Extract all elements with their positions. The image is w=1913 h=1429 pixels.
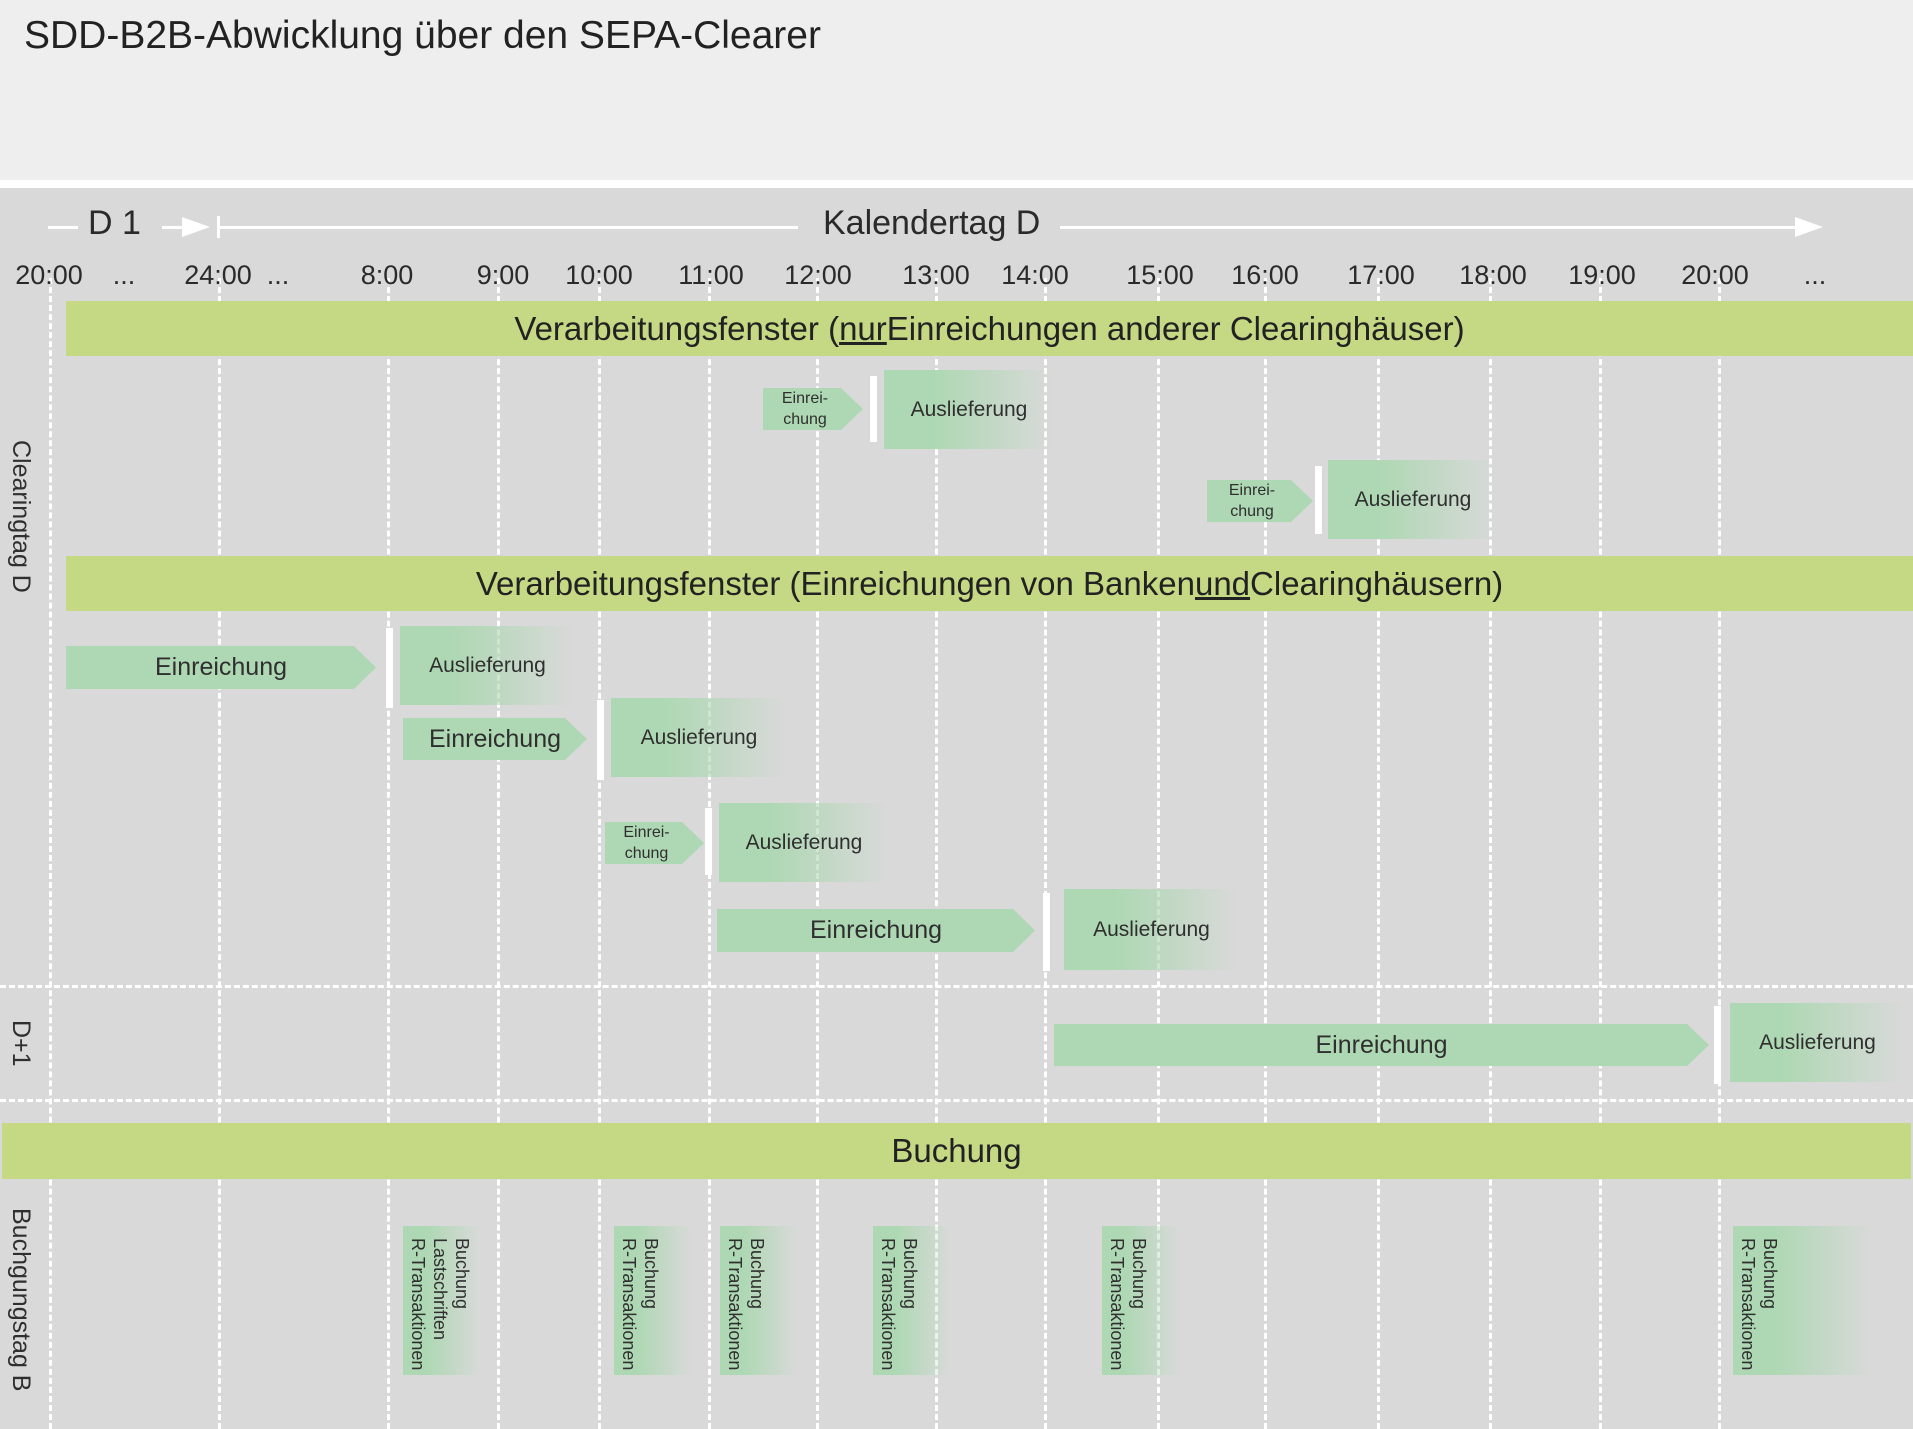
booking-day-label: Buchgungstag B: [7, 1208, 35, 1392]
time-tick: 16:00: [1231, 260, 1299, 290]
gridline: [1718, 278, 1721, 1429]
submission-arrow: Einreichung: [717, 909, 1035, 952]
time-tick: 19:00: [1568, 260, 1636, 290]
time-tick: 11:00: [678, 260, 744, 290]
booking-block: Buchung R-Transaktionen: [1102, 1226, 1180, 1375]
gridline: [1599, 278, 1602, 1429]
submission-arrow: Einreichung: [1054, 1024, 1709, 1066]
booking-block: Buchung R-Transaktionen: [1733, 1226, 1873, 1375]
booking-block: Buchung R-Transaktionen: [873, 1226, 951, 1375]
time-tick: 15:00: [1126, 260, 1194, 290]
timeline-line: [48, 226, 78, 229]
gridline: [497, 278, 500, 1429]
gridline: [1489, 278, 1492, 1429]
timeline-arrowhead: [182, 217, 210, 237]
delivery-block: Auslieferung: [400, 626, 575, 705]
submission-arrow: Einreichung: [403, 718, 587, 760]
time-tick: ...: [266, 260, 290, 290]
timeline-panel: D 1 Kalendertag D 20:00 ... 24:00 ... 8:…: [0, 188, 1913, 1429]
time-tick: ...: [112, 260, 136, 290]
time-tick: 13:00: [902, 260, 970, 290]
row-separator: [0, 1099, 1913, 1102]
booking-band: Buchung: [2, 1123, 1911, 1179]
clearing-day-label: Clearingtag D: [7, 440, 35, 593]
time-tick: 20:00: [1681, 260, 1749, 290]
header: SDD-B2B-Abwicklung über den SEPA-Clearer: [0, 0, 1913, 180]
gridline: [598, 278, 601, 1429]
gridline: [218, 278, 221, 1429]
band-text: Clearinghäusern): [1250, 564, 1504, 602]
booking-text: Buchung R-Transaktionen: [1107, 1238, 1149, 1371]
gridline: [1377, 278, 1380, 1429]
next-day-label: D+1: [7, 1020, 35, 1067]
submission-arrow: Einrei- chung: [763, 388, 863, 430]
submission-arrow: Einrei- chung: [1207, 480, 1313, 522]
booking-text: Buchung Lastschriften R-Transaktionen: [408, 1238, 472, 1371]
time-tick: 14:00: [1001, 260, 1069, 290]
time-tick: 17:00: [1347, 260, 1415, 290]
time-tick: 24:00: [184, 260, 252, 290]
cutoff-marker: [597, 700, 604, 780]
time-tick: 10:00: [565, 260, 633, 290]
gridline: [387, 278, 390, 1429]
gridline: [935, 278, 938, 1429]
delivery-block: Auslieferung: [884, 370, 1054, 449]
booking-block: Buchung R-Transaktionen: [720, 1226, 798, 1375]
delivery-block: Auslieferung: [1730, 1003, 1905, 1082]
booking-text: Buchung R-Transaktionen: [1738, 1238, 1780, 1371]
processing-window-banks-and-clearing-houses: Verarbeitungsfenster (Einreichungen von …: [66, 556, 1913, 611]
time-tick: 8:00: [360, 260, 414, 290]
band-text: Verarbeitungsfenster (Einreichungen von …: [475, 564, 1195, 602]
booking-text: Buchung R-Transaktionen: [725, 1238, 767, 1371]
submission-arrow: Einreichung: [66, 646, 376, 689]
time-tick: 20:00: [15, 260, 83, 290]
cutoff-marker: [1714, 1006, 1721, 1084]
gridline: [1157, 278, 1160, 1429]
cutoff-marker: [870, 376, 877, 442]
page-title: SDD-B2B-Abwicklung über den SEPA-Clearer: [24, 14, 821, 57]
delivery-block: Auslieferung: [719, 803, 889, 882]
gridline: [49, 278, 52, 1429]
booking-text: Buchung R-Transaktionen: [619, 1238, 661, 1371]
band-text: Einreichungen anderer Clearinghäuser): [886, 309, 1465, 347]
timeline-line: [218, 226, 798, 229]
delivery-block: Auslieferung: [1328, 460, 1498, 539]
booking-text: Buchung R-Transaktionen: [878, 1238, 920, 1371]
processing-window-clearing-houses: Verarbeitungsfenster (nur Einreichungen …: [66, 301, 1913, 356]
cutoff-marker: [1043, 893, 1050, 971]
timeline-line: [1060, 226, 1795, 229]
timeline-line: [162, 226, 182, 229]
booking-block: Buchung R-Transaktionen: [614, 1226, 692, 1375]
cutoff-marker: [705, 808, 712, 875]
calendar-day-label: Kalendertag D: [823, 204, 1041, 242]
time-tick: 9:00: [476, 260, 530, 290]
booking-block: Buchung Lastschriften R-Transaktionen: [403, 1226, 481, 1375]
submission-arrow: Einrei- chung: [605, 822, 704, 864]
delivery-block: Auslieferung: [611, 698, 787, 777]
timeline-arrowhead: [1795, 217, 1823, 237]
row-separator: [0, 985, 1913, 988]
delivery-block: Auslieferung: [1064, 889, 1239, 970]
band-text: Verarbeitungsfenster (: [514, 309, 840, 347]
gridline: [1264, 278, 1267, 1429]
time-tick: 18:00: [1459, 260, 1527, 290]
time-tick: ...: [1803, 260, 1827, 290]
cutoff-marker: [386, 628, 393, 708]
prev-day-label: D 1: [88, 204, 141, 242]
time-tick: 12:00: [784, 260, 852, 290]
band-emphasis: nur: [839, 309, 887, 347]
gridline: [1044, 278, 1047, 1429]
cutoff-marker: [1315, 466, 1322, 534]
band-emphasis: und: [1194, 564, 1251, 602]
